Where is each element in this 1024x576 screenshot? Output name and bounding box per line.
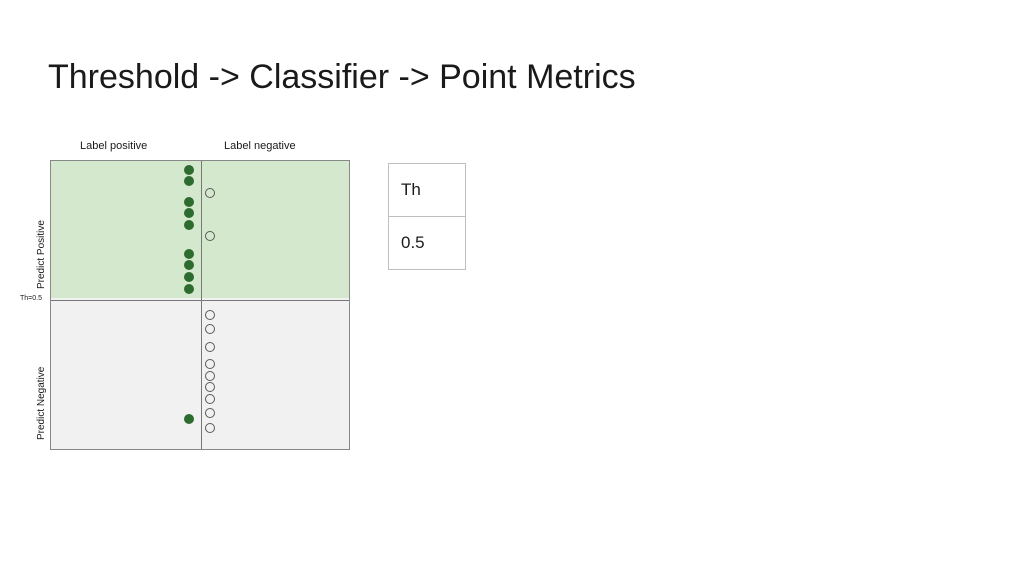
data-point-negative xyxy=(205,231,215,241)
data-point-positive xyxy=(184,176,194,186)
threshold-table: Th 0.5 xyxy=(388,163,466,270)
threshold-line xyxy=(51,300,349,301)
column-label-positive: Label positive xyxy=(80,140,147,152)
data-point-negative xyxy=(205,359,215,369)
data-point-positive xyxy=(184,220,194,230)
data-point-negative xyxy=(205,310,215,320)
column-label-negative: Label negative xyxy=(224,140,296,152)
row-label-predict-positive: Predict Positive xyxy=(36,220,47,289)
data-point-negative xyxy=(205,382,215,392)
data-point-positive xyxy=(184,165,194,175)
confusion-chart: Label positive Label negative Predict Po… xyxy=(50,160,350,450)
label-divider-line xyxy=(201,161,202,449)
slide-root: Threshold -> Classifier -> Point Metrics… xyxy=(0,0,1024,576)
threshold-header-cell: Th xyxy=(389,164,466,217)
page-title: Threshold -> Classifier -> Point Metrics xyxy=(48,58,636,97)
threshold-tag: Th=0.5 xyxy=(20,295,42,302)
data-point-negative xyxy=(205,423,215,433)
row-label-predict-negative: Predict Negative xyxy=(36,367,47,440)
threshold-value-cell: 0.5 xyxy=(389,217,466,270)
data-point-negative xyxy=(205,408,215,418)
data-point-negative xyxy=(205,342,215,352)
data-point-positive xyxy=(184,284,194,294)
data-point-negative xyxy=(205,188,215,198)
predict-positive-region xyxy=(51,161,349,300)
data-point-negative xyxy=(205,394,215,404)
data-point-negative xyxy=(205,371,215,381)
data-point-negative xyxy=(205,324,215,334)
data-point-positive xyxy=(184,249,194,259)
predict-negative-region xyxy=(51,298,349,449)
data-point-positive xyxy=(184,208,194,218)
data-point-positive xyxy=(184,197,194,207)
data-point-positive xyxy=(184,272,194,282)
data-point-positive xyxy=(184,260,194,270)
data-point-positive xyxy=(184,414,194,424)
chart-box xyxy=(50,160,350,450)
